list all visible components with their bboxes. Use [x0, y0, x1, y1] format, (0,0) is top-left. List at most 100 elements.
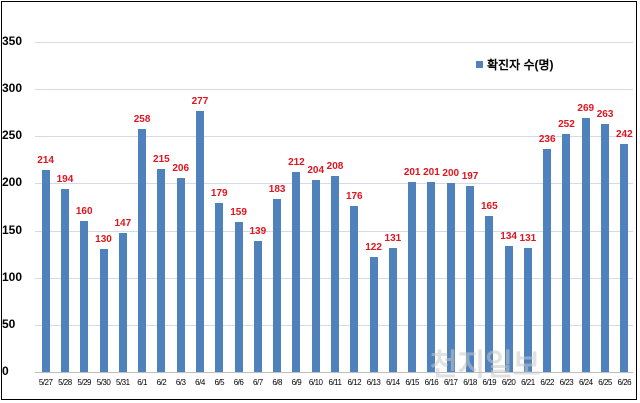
y-tick-label: 350: [2, 34, 23, 48]
data-label: 258: [133, 113, 151, 125]
data-label: 176: [345, 191, 363, 203]
y-tick-label: 300: [2, 81, 23, 96]
bar: [118, 233, 127, 372]
bar: [601, 124, 610, 372]
x-tick-label: 6/11: [328, 378, 342, 387]
bar: [504, 245, 513, 372]
data-label: 139: [249, 225, 267, 237]
legend-label: 확진자 수(명): [487, 58, 554, 72]
data-label: 183: [268, 184, 286, 196]
x-tick-label: 6/23: [559, 378, 574, 387]
data-label: 165: [480, 201, 498, 213]
bar: [195, 110, 204, 372]
data-label: 204: [307, 164, 325, 176]
gridline: [35, 136, 633, 138]
bar: [543, 149, 552, 372]
bar: [138, 128, 147, 372]
data-label: 147: [114, 218, 132, 230]
data-label: 208: [326, 160, 344, 172]
data-label: 236: [538, 134, 556, 146]
bar: [234, 222, 243, 372]
x-tick-label: 6/21: [521, 378, 535, 387]
data-label: 242: [616, 128, 633, 140]
data-label: 212: [288, 157, 305, 169]
bar: [273, 199, 282, 372]
data-label: 122: [365, 241, 382, 253]
bar: [311, 179, 320, 372]
x-tick-label: 6/24: [578, 378, 593, 387]
bar: [620, 143, 629, 372]
bar: [99, 249, 108, 372]
x-axis: [35, 372, 633, 373]
bar: [485, 216, 494, 372]
data-label: 159: [230, 207, 247, 219]
y-tick-label: 100: [2, 269, 23, 284]
data-label: 214: [37, 155, 54, 167]
watermark: 천지일보: [430, 349, 541, 382]
x-tick-label: 6/9: [291, 378, 302, 387]
x-tick-label: 6/3: [175, 378, 186, 387]
data-label: 215: [153, 154, 170, 166]
y-tick-label: 50: [2, 316, 16, 331]
x-tick-label: 6/19: [482, 378, 497, 387]
y-tick-label: 150: [2, 222, 23, 237]
data-label: 200: [442, 168, 460, 180]
bar: [388, 248, 397, 372]
bar: [523, 248, 532, 372]
y-tick-label: 200: [2, 175, 23, 190]
x-tick-label: 6/6: [233, 378, 244, 387]
data-label: 194: [56, 174, 74, 186]
x-tick-label: 6/22: [540, 378, 554, 387]
x-tick-label: 6/2: [156, 378, 167, 387]
bar: [331, 175, 339, 372]
bar: [581, 118, 590, 372]
data-label: 160: [75, 206, 93, 218]
bar: [562, 134, 571, 372]
bar: [427, 182, 436, 372]
x-tick-label: 6/5: [214, 378, 225, 387]
x-tick-label: 6/14: [386, 378, 400, 387]
bar: [60, 189, 69, 372]
data-label: 134: [500, 230, 517, 242]
gridline: [35, 89, 633, 91]
data-label: 201: [403, 167, 421, 179]
legend: 확진자 수(명): [476, 56, 554, 73]
y-tick-label: 0: [2, 364, 9, 378]
data-label: 201: [423, 167, 440, 179]
x-tick-label: 6/8: [272, 378, 282, 387]
data-label: 179: [210, 188, 228, 200]
bar: [446, 183, 455, 372]
bar: [176, 177, 185, 372]
data-label: 252: [558, 119, 575, 131]
data-label: 206: [172, 162, 190, 174]
bar: [253, 240, 262, 372]
x-tick-label: 6/12: [347, 378, 362, 387]
data-label: 269: [577, 103, 595, 115]
bar: [292, 172, 301, 372]
x-tick-label: 6/15: [405, 378, 419, 387]
x-tick-label: 6/7: [253, 378, 263, 387]
bar: [215, 203, 224, 372]
bar: [41, 170, 50, 372]
x-tick-label: 6/20: [501, 378, 516, 387]
bar: [466, 186, 475, 372]
bar: [350, 206, 359, 372]
data-label: 130: [95, 234, 112, 246]
x-tick-label: 6/16: [424, 378, 439, 387]
x-tick-label: 5/31: [116, 378, 130, 387]
x-tick-label: 6/17: [443, 378, 458, 387]
x-tick-label: 6/18: [463, 378, 477, 387]
data-label: 277: [191, 95, 209, 107]
x-tick-label: 5/27: [38, 378, 53, 387]
data-label: 131: [384, 233, 402, 245]
x-tick-label: 5/28: [58, 378, 72, 387]
x-tick-label: 5/29: [77, 378, 91, 387]
bar: [408, 182, 417, 372]
gridline: [35, 42, 633, 43]
x-tick-label: 6/26: [617, 378, 632, 387]
bar: [80, 221, 89, 372]
data-label: 197: [461, 171, 479, 183]
x-tick-label: 6/10: [308, 378, 323, 387]
x-tick-label: 6/25: [598, 378, 612, 387]
x-tick-label: 5/30: [96, 378, 111, 387]
